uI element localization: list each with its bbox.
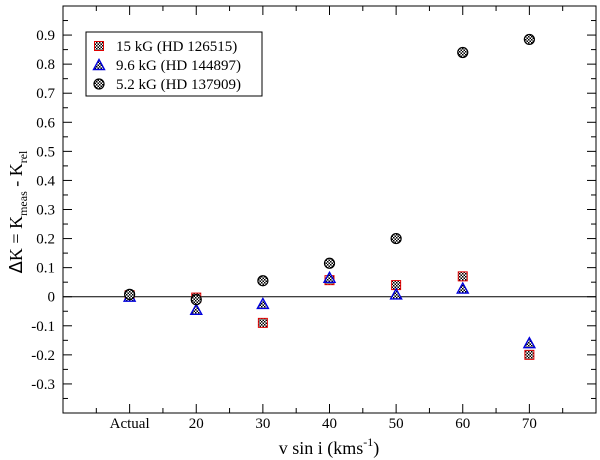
data-point-series-3	[523, 33, 535, 46]
legend-markers	[92, 41, 106, 90]
data-point-series-1	[457, 271, 468, 282]
data-point-series-2	[256, 297, 270, 310]
y-tick-label: -0.3	[31, 377, 55, 393]
legend-marker-series-1	[94, 41, 104, 51]
x-tick-label: 70	[522, 416, 537, 432]
y-tick-label: 0.3	[36, 203, 55, 219]
x-tick-label: 30	[255, 416, 270, 432]
data-point-series-3	[457, 46, 469, 59]
y-axis-title: ΔK = Kmeas - Krel	[6, 150, 30, 273]
data-point-series-2	[522, 336, 537, 349]
legend-label-series-3: 5.2 kG (HD 137909)	[116, 77, 241, 93]
data-points	[122, 33, 537, 360]
data-point-series-2	[389, 287, 403, 300]
data-point-series-1	[257, 317, 268, 328]
y-tick-label: -0.2	[31, 348, 55, 364]
data-point-series-2	[456, 281, 470, 294]
y-tick-label: 0.8	[36, 57, 55, 73]
data-point-series-2	[322, 270, 337, 284]
data-point-series-1	[524, 349, 535, 360]
data-point-series-3	[323, 257, 336, 269]
data-point-series-3	[190, 294, 202, 306]
y-tick-label: -0.1	[31, 319, 55, 335]
legend: 15 kG (HD 126515) 9.6 kG (HD 144897) 5.2…	[85, 31, 263, 97]
legend-marker-series-3	[93, 78, 105, 90]
legend-marker-series-2	[92, 58, 106, 71]
legend-label-series-2: 9.6 kG (HD 144897)	[116, 58, 241, 74]
y-tick-label: 0.7	[36, 86, 55, 102]
y-tick-label: 0.5	[36, 144, 55, 160]
x-tick-label: 60	[455, 416, 470, 432]
axis-ticks	[63, 6, 596, 413]
y-tick-label: 0.4	[36, 173, 55, 189]
data-point-series-2	[189, 302, 203, 315]
x-tick-labels: Actual 20 30 40 50 60 70	[110, 416, 537, 432]
y-tick-label: 0	[48, 290, 56, 306]
x-tick-label: 40	[322, 416, 337, 432]
data-point-series-3	[390, 232, 402, 245]
y-tick-label: 0.2	[36, 232, 55, 248]
legend-label-series-1: 15 kG (HD 126515)	[116, 39, 237, 55]
legend-box	[85, 31, 263, 97]
x-tick-label: 20	[189, 416, 204, 432]
x-tick-label: Actual	[110, 416, 150, 432]
data-point-series-3	[257, 275, 269, 287]
y-tick-label: 0.6	[36, 115, 55, 131]
data-point-series-3	[124, 288, 136, 300]
x-axis-title: v sin i (kms-1)	[279, 435, 380, 459]
y-tick-label: 0.9	[36, 28, 55, 44]
y-tick-labels: -0.3 -0.2 -0.1 0 0.1 0.2 0.3 0.4 0.5 0.6 0.7 0.8 0.9	[31, 28, 55, 393]
y-tick-label: 0.1	[36, 261, 55, 277]
x-tick-label: 50	[389, 416, 404, 432]
